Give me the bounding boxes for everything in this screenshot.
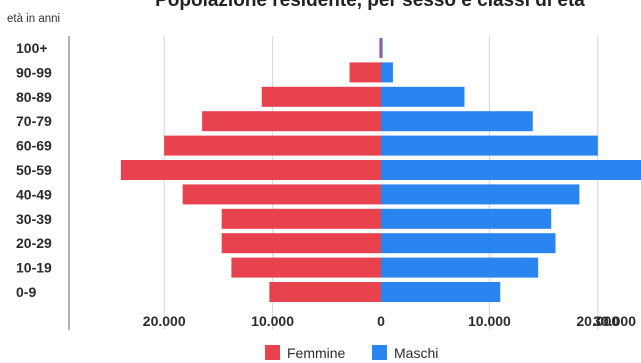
bar-maschi-100+ bbox=[381, 38, 383, 58]
bar-maschi-30-39 bbox=[381, 208, 552, 229]
category-label: 50-59 bbox=[16, 162, 52, 178]
bar-maschi-50-59 bbox=[381, 160, 641, 180]
legend-label-maschi: Maschi bbox=[394, 345, 438, 361]
bar-maschi-20-29 bbox=[381, 233, 556, 254]
bar-femmine-10-19 bbox=[231, 257, 381, 278]
bar-femmine-80-89 bbox=[261, 86, 381, 107]
legend: Femmine Maschi bbox=[265, 345, 438, 361]
category-label: 20-29 bbox=[16, 235, 52, 251]
category-label: 100+ bbox=[16, 40, 48, 56]
x-tick-label: 20.000 bbox=[143, 313, 186, 329]
x-tick-label: 20.000 bbox=[576, 313, 619, 329]
x-tick-label: 10.000 bbox=[468, 313, 511, 329]
bar-femmine-90-99 bbox=[349, 62, 381, 83]
bar-femmine-50-59 bbox=[120, 160, 381, 180]
bar-femmine-30-39 bbox=[221, 208, 381, 229]
legend-label-femmine: Femmine bbox=[287, 345, 346, 361]
bars bbox=[120, 38, 641, 302]
chart-title: Popolazione residente, per sesso e class… bbox=[155, 0, 585, 11]
bar-maschi-60-69 bbox=[381, 135, 598, 156]
category-label: 40-49 bbox=[16, 186, 52, 202]
x-tick-label: 10.000 bbox=[251, 313, 294, 329]
bar-maschi-0-9 bbox=[381, 282, 501, 302]
category-label: 10-19 bbox=[16, 260, 52, 276]
category-label: 70-79 bbox=[16, 113, 52, 129]
x-tick-label: 0 bbox=[377, 313, 385, 329]
legend-swatch-maschi bbox=[372, 345, 387, 360]
gridlines bbox=[68, 36, 599, 330]
bar-maschi-10-19 bbox=[381, 257, 539, 278]
y-axis-label: età in anni bbox=[7, 13, 60, 25]
x-tick-label: 30.000 bbox=[593, 313, 636, 329]
bar-femmine-40-49 bbox=[182, 184, 381, 205]
bar-femmine-20-29 bbox=[221, 233, 381, 254]
bar-femmine-0-9 bbox=[269, 282, 381, 302]
category-label: 0-9 bbox=[16, 284, 36, 300]
category-label: 90-99 bbox=[16, 64, 52, 80]
category-labels: 100+ 90-99 80-89 70-79 60-69 50-59 40-49 30-39 2… bbox=[16, 40, 52, 300]
legend-swatch-femmine bbox=[265, 345, 280, 360]
bar-maschi-90-99 bbox=[381, 62, 393, 83]
category-label: 80-89 bbox=[16, 89, 52, 105]
bar-femmine-70-79 bbox=[202, 111, 381, 132]
bar-femmine-60-69 bbox=[164, 135, 381, 156]
bar-maschi-70-79 bbox=[381, 111, 533, 132]
bar-maschi-80-89 bbox=[381, 86, 465, 107]
bar-maschi-40-49 bbox=[381, 184, 580, 205]
category-label: 60-69 bbox=[16, 138, 52, 154]
bar-femmine-100+ bbox=[379, 38, 381, 58]
category-label: 30-39 bbox=[16, 211, 52, 227]
